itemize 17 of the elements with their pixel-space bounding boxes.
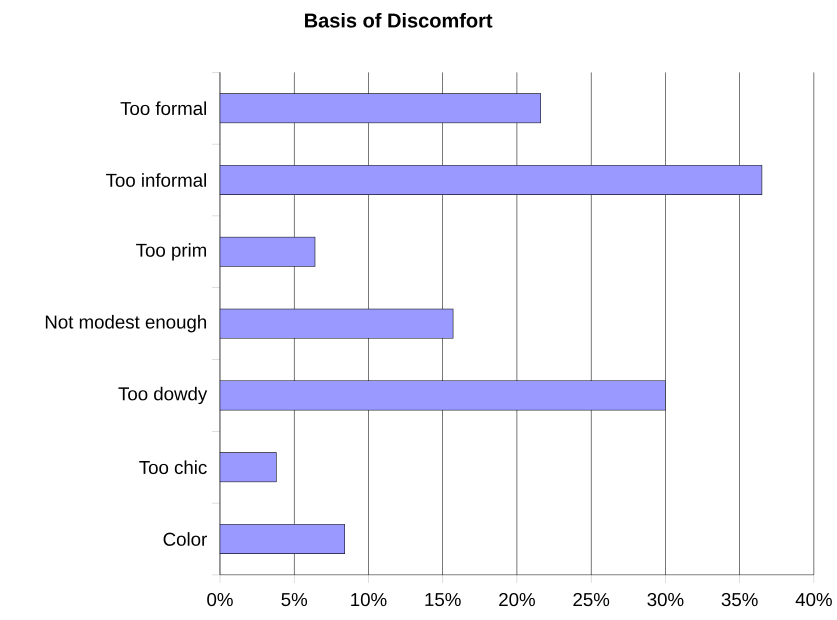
x-tick-label: 30% [647,592,684,606]
x-tick-label: 40% [796,592,832,606]
x-tick-label: 0% [207,592,233,606]
x-tick-label: 5% [281,592,308,606]
y-tick-label: Too dowdy [118,386,208,404]
y-tick-label: Too formal [120,101,206,116]
x-tick-label: 10% [351,592,386,606]
x-tick-label: 20% [499,592,535,606]
y-tick-label: Too chic [139,460,207,474]
x-tick-label: 15% [425,592,461,606]
chart-title: Basis of Discomfort [305,12,492,28]
y-tick-label: Not modest enough [46,314,206,332]
y-tick-label: Too prim [136,243,206,261]
x-tick-label: 35% [722,592,758,606]
y-tick-label: Too informal [106,173,206,187]
x-tick-label: 25% [573,592,610,606]
y-tick-label: Color [164,532,207,546]
